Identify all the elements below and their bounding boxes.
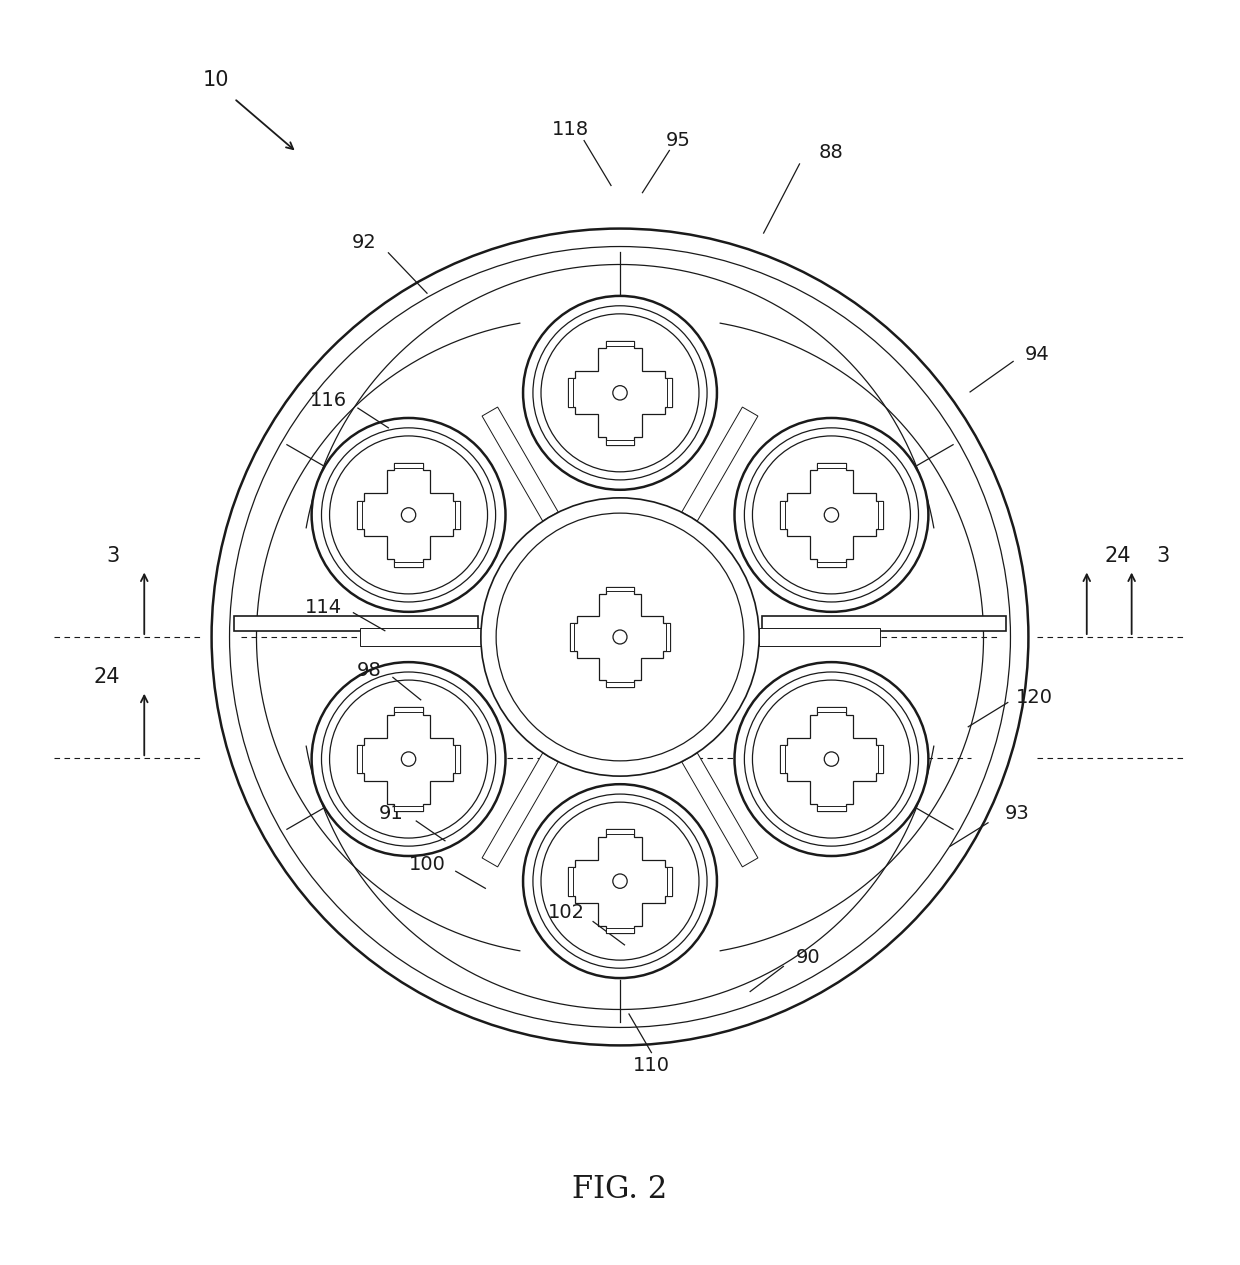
- Bar: [761, 616, 1006, 631]
- Circle shape: [825, 507, 838, 522]
- Bar: [780, 501, 785, 529]
- Bar: [606, 683, 634, 687]
- Bar: [568, 867, 573, 896]
- Bar: [666, 622, 671, 651]
- Circle shape: [402, 507, 415, 522]
- Text: 100: 100: [408, 855, 445, 874]
- Text: 3: 3: [107, 546, 119, 567]
- Bar: [605, 927, 635, 932]
- Text: 3: 3: [1157, 546, 1169, 567]
- Circle shape: [481, 498, 759, 777]
- Bar: [394, 463, 423, 468]
- Circle shape: [523, 296, 717, 490]
- Text: 120: 120: [1017, 688, 1053, 707]
- Polygon shape: [682, 753, 758, 867]
- Bar: [878, 745, 883, 773]
- Text: 24: 24: [93, 668, 120, 687]
- Bar: [817, 562, 846, 567]
- Polygon shape: [357, 707, 460, 811]
- Bar: [569, 622, 574, 651]
- Bar: [234, 616, 479, 631]
- Circle shape: [613, 874, 627, 888]
- Polygon shape: [568, 830, 672, 932]
- Bar: [394, 806, 423, 811]
- Text: 93: 93: [1004, 805, 1029, 824]
- Text: 98: 98: [356, 660, 381, 679]
- Bar: [394, 707, 423, 712]
- Text: 102: 102: [548, 903, 584, 922]
- Circle shape: [212, 229, 1028, 1045]
- Polygon shape: [780, 707, 883, 811]
- Text: 116: 116: [310, 391, 347, 410]
- Text: 95: 95: [666, 132, 691, 151]
- Bar: [667, 867, 672, 896]
- Bar: [780, 745, 785, 773]
- Bar: [357, 745, 362, 773]
- Bar: [817, 463, 846, 468]
- Polygon shape: [682, 407, 758, 521]
- Bar: [394, 562, 423, 567]
- Bar: [605, 342, 635, 347]
- Text: 94: 94: [1025, 345, 1050, 364]
- Bar: [817, 806, 846, 811]
- Bar: [455, 501, 460, 529]
- Circle shape: [825, 751, 838, 767]
- Bar: [878, 501, 883, 529]
- Polygon shape: [360, 627, 481, 646]
- Bar: [605, 439, 635, 444]
- Circle shape: [734, 662, 929, 856]
- Text: 92: 92: [352, 233, 377, 252]
- Circle shape: [311, 417, 506, 612]
- Circle shape: [402, 751, 415, 767]
- Bar: [605, 830, 635, 835]
- Text: 114: 114: [305, 598, 342, 617]
- Bar: [606, 587, 634, 592]
- Text: 88: 88: [818, 143, 843, 162]
- Polygon shape: [482, 407, 558, 521]
- Circle shape: [523, 784, 717, 978]
- Bar: [357, 501, 362, 529]
- Polygon shape: [482, 753, 558, 867]
- Bar: [667, 378, 672, 407]
- Text: 91: 91: [378, 805, 403, 824]
- Polygon shape: [357, 463, 460, 567]
- Circle shape: [311, 662, 506, 856]
- Polygon shape: [759, 627, 880, 646]
- Bar: [817, 707, 846, 712]
- Text: 110: 110: [632, 1056, 670, 1075]
- Circle shape: [613, 630, 627, 644]
- Bar: [568, 378, 573, 407]
- Bar: [455, 745, 460, 773]
- Text: 24: 24: [1105, 546, 1131, 567]
- Text: FIG. 2: FIG. 2: [573, 1174, 667, 1204]
- Circle shape: [734, 417, 929, 612]
- Polygon shape: [569, 587, 671, 687]
- Circle shape: [613, 386, 627, 400]
- Text: 118: 118: [552, 120, 589, 139]
- Text: 10: 10: [203, 71, 229, 91]
- Polygon shape: [568, 342, 672, 444]
- Polygon shape: [780, 463, 883, 567]
- Text: 90: 90: [796, 947, 821, 966]
